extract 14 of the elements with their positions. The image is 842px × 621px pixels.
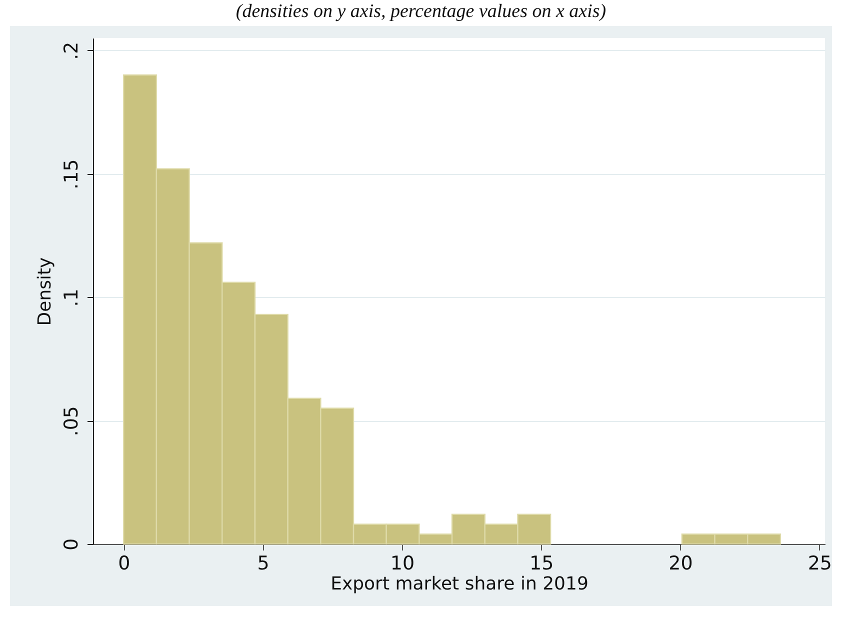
y-tick-label: .15	[60, 159, 82, 190]
x-tick-label: 25	[808, 552, 832, 574]
y-tick-label: .05	[60, 406, 82, 436]
x-tick-label: 15	[530, 552, 554, 574]
x-tick-label: 5	[257, 552, 270, 574]
x-axis-title: Export market share in 2019	[330, 574, 588, 594]
y-tick-label: 0	[60, 538, 82, 551]
chart-title: (densities on y axis, percentage values on x axis)	[234, 0, 608, 24]
y-tick-label: .2	[60, 42, 82, 60]
x-tick-label: 20	[668, 552, 693, 574]
y-axis-title: Density	[34, 256, 56, 326]
x-tick-label: 10	[390, 552, 415, 574]
y-tick-label: .1	[60, 288, 82, 307]
x-tick-label: 0	[118, 552, 130, 574]
